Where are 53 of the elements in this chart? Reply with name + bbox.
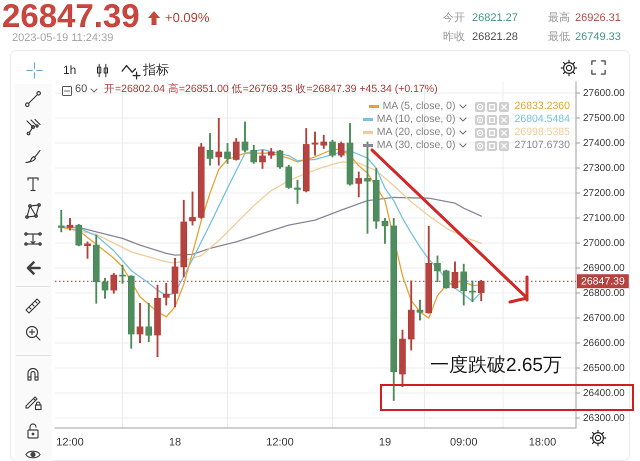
x-tick-label: 18:00 [528,436,556,449]
annotation: 26804.5484 [514,113,570,126]
ref-line-label: 26847.39 [581,276,625,288]
annotation: 开=26802.04 高=26851.00 低=26769.35 收=26847.39 +45.34 (+0.17%) [104,83,438,96]
y-tick-label: 26700.00 [583,312,626,324]
candlestick [364,142,371,234]
y-tick-label: 27400.00 [583,138,626,149]
candlestick [416,300,424,320]
text: +0.09% [165,10,210,26]
text: 1h [63,63,76,78]
y-tick-label: 26400.00 [583,388,626,399]
text: 26847.39 [2,0,140,34]
y-tick-label: 27300.00 [583,162,626,174]
y-tick-label: 26500.00 [583,362,626,374]
candlestick [294,180,301,204]
text: 26749.33 [575,31,621,44]
candlestick [189,192,196,226]
x-tick-label: 18 [168,436,182,449]
candlestick [312,132,318,156]
annotation: 一度跌破2.65万 [430,355,562,378]
x-tick-label: 12:00 [266,436,294,449]
text: 26926.31 [575,12,621,26]
candlestick [469,280,476,302]
text: 指标 [143,62,169,78]
y-tick-label: 27500.00 [583,112,626,124]
text: 2023-05-19 11:24:39 [12,32,114,46]
legend-label: MA (20, close, 0) [376,126,456,139]
y-tick-label: 27000.00 [583,238,626,249]
text: 昨收 [443,31,465,44]
y-tick-label: 27200.00 [583,188,626,199]
y-tick-label: 26900.00 [583,262,626,274]
text: 最高 [548,12,570,26]
y-tick-label: 27600.00 [583,88,626,99]
y-tick-label: 27100.00 [583,212,626,224]
x-tick-label: 12:00 [56,436,84,449]
y-tick-label: 26600.00 [583,338,626,349]
annotation: 27107.6730 [514,139,570,152]
annotation: 26998.5385 [514,126,570,139]
y-tick-label: 26300.00 [583,412,626,424]
annotation: 60 [75,83,88,96]
candlestick [84,242,91,259]
annotation: 26833.2360 [514,100,570,113]
text: 最低 [548,31,570,44]
legend-label: MA (30, close, 0) [376,139,456,152]
candlestick [119,264,126,284]
y-tick-label: 26800.00 [583,288,626,299]
x-tick-label: 19 [378,436,392,449]
x-tick-label: 09:00 [450,436,478,449]
legend-label: MA (10, close, 0) [376,113,456,126]
text: 今开 [443,12,465,26]
text: 26821.28 [472,31,518,44]
legend-label: MA (5, close, 0) [382,100,456,113]
text: 26821.27 [472,12,518,26]
